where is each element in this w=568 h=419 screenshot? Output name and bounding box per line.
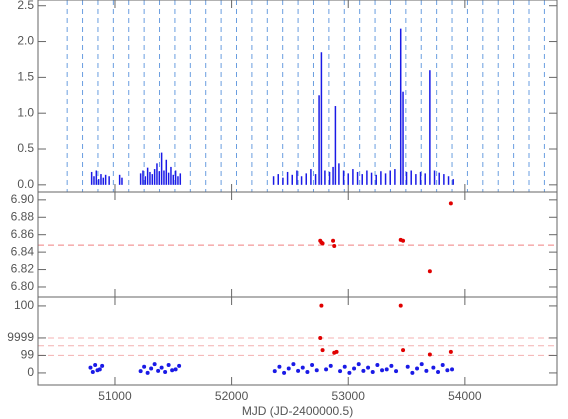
- panel-frame: [37, 0, 558, 193]
- point: [450, 367, 455, 372]
- y-tick-label: 99: [21, 348, 35, 362]
- point: [448, 201, 453, 206]
- point: [445, 368, 450, 373]
- point: [142, 364, 147, 369]
- point: [401, 348, 406, 353]
- point: [352, 366, 357, 371]
- point: [370, 370, 375, 375]
- y-tick-label: 2.5: [17, 0, 34, 12]
- point: [398, 303, 403, 308]
- point: [149, 366, 154, 371]
- point: [342, 364, 347, 369]
- point: [152, 362, 157, 367]
- point: [338, 369, 343, 374]
- point: [310, 363, 315, 368]
- point: [431, 365, 436, 370]
- point: [436, 370, 441, 375]
- point: [384, 367, 389, 372]
- point: [401, 238, 406, 243]
- point: [286, 366, 291, 371]
- panel-frame: [37, 191, 558, 298]
- point: [356, 362, 361, 367]
- point: [320, 348, 325, 353]
- point: [427, 352, 432, 357]
- point: [166, 363, 171, 368]
- point: [159, 365, 164, 370]
- y-tick-label: 0.0: [17, 177, 34, 191]
- y-tick-label: 1.5: [17, 70, 34, 84]
- point: [328, 363, 333, 368]
- point: [291, 362, 296, 367]
- point: [331, 238, 336, 243]
- point: [361, 368, 366, 373]
- point: [305, 370, 310, 375]
- point: [100, 363, 105, 368]
- point: [93, 363, 98, 368]
- y-tick-label: 6.90: [11, 192, 35, 206]
- y-tick-label: 1.0: [17, 105, 34, 119]
- point: [177, 363, 182, 368]
- y-tick-label: 6.86: [11, 227, 35, 241]
- point: [90, 370, 95, 375]
- y-tick-label: 2.0: [17, 34, 34, 48]
- point: [380, 368, 385, 373]
- y-tick-label: 6.88: [11, 209, 35, 223]
- point: [170, 368, 175, 373]
- point: [366, 365, 371, 370]
- point: [173, 367, 178, 372]
- point: [318, 335, 323, 340]
- point: [410, 370, 415, 375]
- point: [440, 363, 445, 368]
- point: [88, 365, 93, 370]
- point: [138, 369, 143, 374]
- y-tick-label: 0: [27, 365, 34, 379]
- y-tick-label: 100: [14, 298, 34, 312]
- point: [272, 369, 277, 374]
- point: [375, 363, 380, 368]
- point: [145, 370, 150, 375]
- y-tick-label: 6.80: [11, 279, 35, 293]
- y-tick-label: 0.5: [17, 141, 34, 155]
- point: [277, 364, 282, 369]
- point: [324, 367, 329, 372]
- x-tick-label: 53000: [332, 389, 366, 403]
- y-tick-label: 6.84: [11, 244, 35, 258]
- x-tick-label: 52000: [215, 389, 249, 403]
- point: [332, 244, 337, 249]
- point: [424, 368, 429, 373]
- point: [394, 369, 399, 374]
- point: [389, 363, 394, 368]
- point: [163, 370, 168, 375]
- point: [405, 364, 410, 369]
- point: [282, 370, 287, 375]
- point: [347, 370, 352, 375]
- point: [319, 303, 324, 308]
- point: [427, 269, 432, 274]
- y-tick-label: 6.82: [11, 262, 35, 276]
- point: [300, 365, 305, 370]
- point: [334, 349, 339, 354]
- point: [97, 367, 102, 372]
- x-axis-label: MJD (JD-2400000.5): [242, 404, 353, 418]
- x-tick-label: 54000: [448, 389, 482, 403]
- x-tick-label: 51000: [98, 389, 132, 403]
- point: [320, 241, 325, 246]
- point: [314, 368, 319, 373]
- point: [448, 349, 453, 354]
- point: [296, 368, 301, 373]
- point: [415, 366, 420, 371]
- panel-frame: [37, 296, 558, 386]
- y-tick-label: 9999: [7, 330, 34, 344]
- point: [156, 368, 161, 373]
- point: [419, 362, 424, 367]
